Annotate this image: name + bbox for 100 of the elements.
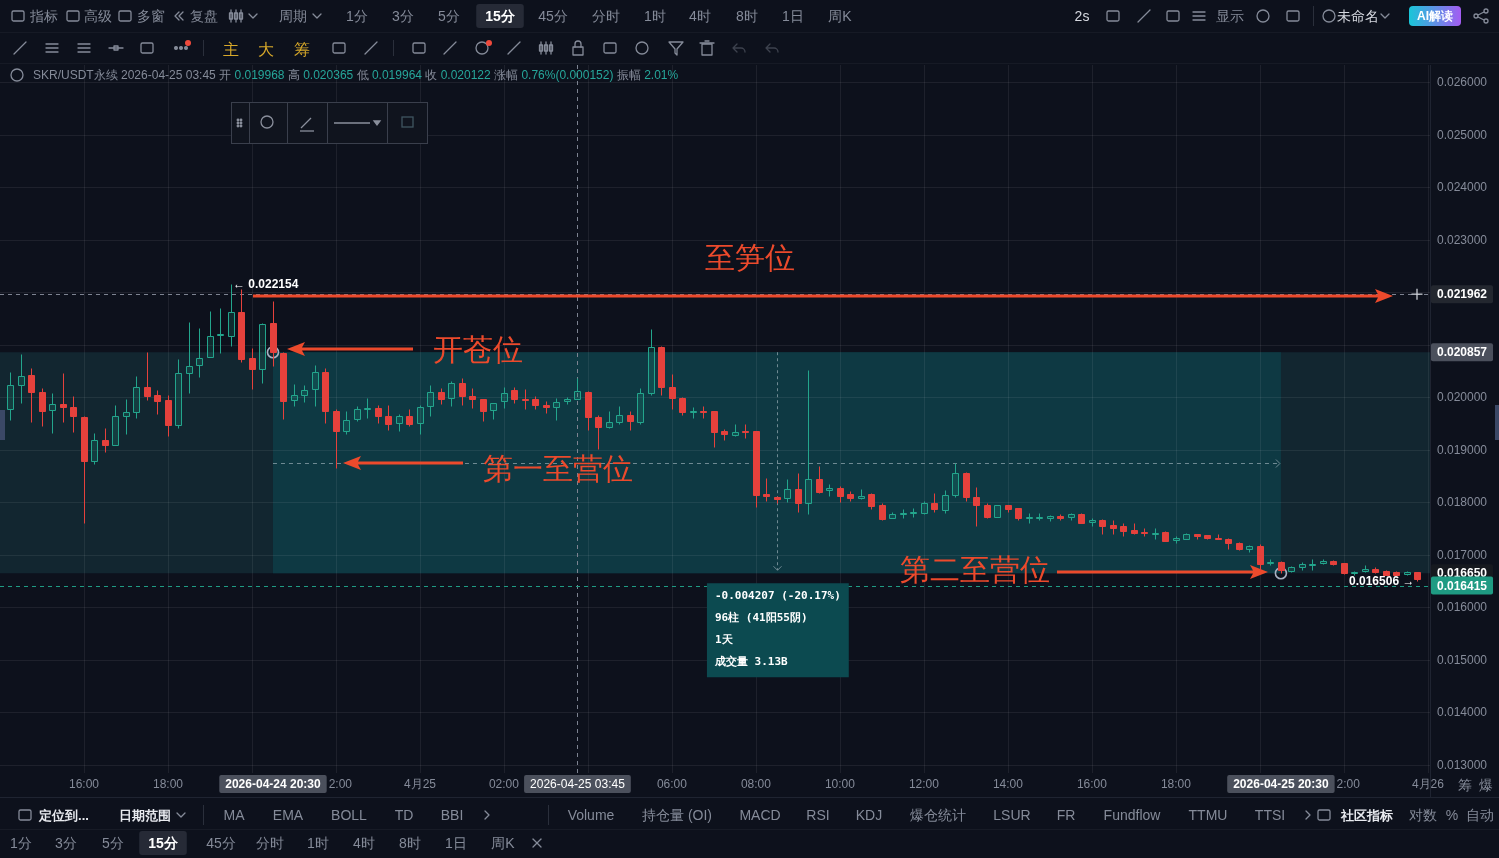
text: 2s <box>1074 8 1090 24</box>
annotation: 1天 <box>714 632 734 646</box>
text: Volume <box>567 807 615 823</box>
x-tick-label: 2:00 <box>1336 777 1361 791</box>
x-tick-label: 02:00 <box>488 777 520 791</box>
text: FR <box>1056 807 1076 823</box>
ref-line-label: 2026-04-25 03:45 <box>530 777 626 791</box>
text: 周K <box>828 8 853 24</box>
text: % <box>1445 807 1459 823</box>
text: BOLL <box>331 807 368 823</box>
text: 高级 <box>84 8 112 24</box>
text: MACD <box>739 807 781 823</box>
y-tick-label: 0.014000 <box>1436 705 1488 720</box>
annotation: 至笋位 <box>705 240 795 274</box>
y-tick-label: 0.024000 <box>1436 180 1488 195</box>
text: 分时 <box>592 8 620 24</box>
text: 主 <box>223 40 239 58</box>
ref-line-label: 0.021962 <box>1436 287 1488 302</box>
text: 4时 <box>689 8 711 24</box>
text: EMA <box>272 807 304 823</box>
annotation: 第一至营位 <box>483 451 633 485</box>
text: SKR/USDT永续 2026-04-25 03:45 开 0.019968 高 0.020365 低 0.019964 收 0.020122 涨幅 0.76%(0.000152) 振幅 2.01% <box>33 68 679 82</box>
text: 8时 <box>736 8 758 24</box>
text: 筹 <box>294 40 310 58</box>
text: 爆 <box>1479 777 1493 793</box>
text: 4时 <box>353 835 375 851</box>
y-tick-label: 0.025000 <box>1436 127 1488 142</box>
text: 1日 <box>782 8 804 24</box>
text: 显示 <box>1216 8 1244 24</box>
text: 周K <box>491 835 516 851</box>
text: 社区指标 <box>1340 807 1393 823</box>
text: 周期 <box>279 8 307 24</box>
x-tick-label: 4月25 <box>403 777 437 791</box>
text: TD <box>394 807 414 823</box>
x-tick-label: 2026-04-24 20:30 <box>225 777 321 791</box>
text: 8时 <box>399 835 421 851</box>
text: 爆仓统计 <box>910 807 966 823</box>
x-tick-label: 08:00 <box>740 777 772 791</box>
text: 自动 <box>1466 807 1494 823</box>
text: 持仓量 (OI) <box>642 807 712 823</box>
text: RSI <box>806 807 830 823</box>
text: 1分 <box>346 8 368 24</box>
y-tick-label: 0.023000 <box>1436 232 1488 247</box>
text: 1分 <box>10 835 32 851</box>
text: 未命名 <box>1337 8 1379 24</box>
y-tick-label: 0.016650 <box>1436 566 1488 581</box>
x-tick-label: 14:00 <box>992 777 1024 791</box>
annotation: ← 0.022154 <box>232 277 299 292</box>
y-tick-label: 0.013000 <box>1436 758 1488 773</box>
text: 1日 <box>445 835 467 851</box>
text: 3分 <box>55 835 77 851</box>
x-tick-label: 16:00 <box>1076 777 1108 791</box>
text: 对数 <box>1409 807 1437 823</box>
text: BBI <box>440 807 464 823</box>
text: MA <box>223 807 246 823</box>
y-tick-label: 0.017000 <box>1436 547 1488 562</box>
x-tick-label: 2026-04-25 20:30 <box>1233 777 1329 791</box>
text: TTSI <box>1254 807 1286 823</box>
text: Fundflow <box>1103 807 1162 823</box>
text: 分时 <box>256 835 284 851</box>
text: 1时 <box>644 8 666 24</box>
x-tick-label: 2:00 <box>328 777 353 791</box>
text: 5分 <box>438 8 460 24</box>
text: AI解读 <box>1417 9 1453 23</box>
text: 45分 <box>206 835 236 851</box>
text: 45分 <box>538 8 568 24</box>
x-tick-label: 18:00 <box>152 777 184 791</box>
x-tick-label: 18:00 <box>1160 777 1192 791</box>
text: 日期范围 <box>119 807 171 823</box>
text: 指标 <box>29 8 58 24</box>
text: LSUR <box>993 807 1031 823</box>
annotation: 0.016506 → <box>1349 573 1415 588</box>
y-tick-label: 0.018000 <box>1436 495 1488 510</box>
x-tick-label: 16:00 <box>68 777 100 791</box>
annotation: -0.004207 (-20.17%) <box>714 588 841 602</box>
y-tick-label: 0.019000 <box>1436 442 1488 457</box>
text: 15分 <box>485 8 516 24</box>
annotation: 第二至营位 <box>900 552 1050 586</box>
x-tick-label: 10:00 <box>824 777 856 791</box>
text: 大 <box>258 40 274 58</box>
y-tick-label: 0.020000 <box>1436 390 1488 405</box>
text: TTMU <box>1188 807 1228 823</box>
text: 复盘 <box>190 8 218 24</box>
text: 3分 <box>392 8 414 24</box>
text: 多窗 <box>137 8 165 24</box>
x-tick-label: 06:00 <box>656 777 688 791</box>
annotation: 开苍位 <box>433 332 523 366</box>
annotation: 成交量 3.13B <box>713 654 789 668</box>
annotation: 96柱 (41阳55阴) <box>714 610 808 624</box>
y-tick-label: 0.020857 <box>1436 345 1488 360</box>
text: 15分 <box>148 835 179 851</box>
y-tick-label: 0.016000 <box>1436 600 1488 615</box>
text: 1时 <box>307 835 329 851</box>
y-tick-label: 0.015000 <box>1436 652 1488 667</box>
x-tick-label: 4月26 <box>1411 777 1445 791</box>
x-tick-label: 12:00 <box>908 777 940 791</box>
text: 5分 <box>102 835 124 851</box>
ref-line-label: 0.016415 <box>1436 578 1488 593</box>
text: KDJ <box>855 807 883 823</box>
y-tick-label: 0.026000 <box>1436 75 1488 90</box>
